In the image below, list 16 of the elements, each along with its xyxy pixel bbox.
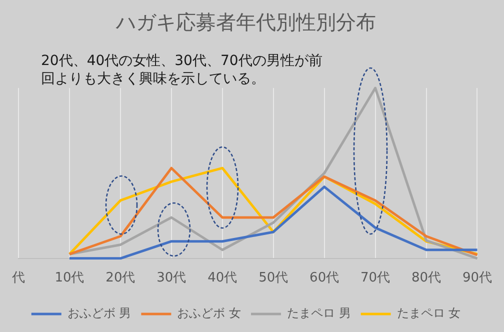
legend-label: おふどボ 男 <box>67 306 132 320</box>
legend-label: たまペロ 男 <box>287 306 351 320</box>
x-tick-label: 40代 <box>208 270 238 286</box>
x-tick-label: 90代 <box>462 270 492 286</box>
x-tick-label: 60代 <box>310 270 340 286</box>
x-tick-label: 20代 <box>106 270 136 286</box>
x-tick-label: 30代 <box>156 270 186 286</box>
x-tick-label: 80代 <box>411 270 442 286</box>
x-tick-label: 50代 <box>258 270 288 286</box>
x-tick-label: 代 <box>11 270 25 286</box>
chart-title: ハガキ応募者年代別性別分布 <box>115 10 376 34</box>
text: 20代、40代の女性、30代、70代の男性が前回よりも大きく興味を示している。 <box>41 52 324 88</box>
legend-label: おふどボ 女 <box>177 306 242 320</box>
x-tick-label: 70代 <box>360 270 390 286</box>
legend-label: たまペロ 女 <box>396 306 461 320</box>
x-tick-label: 10代 <box>54 270 84 286</box>
